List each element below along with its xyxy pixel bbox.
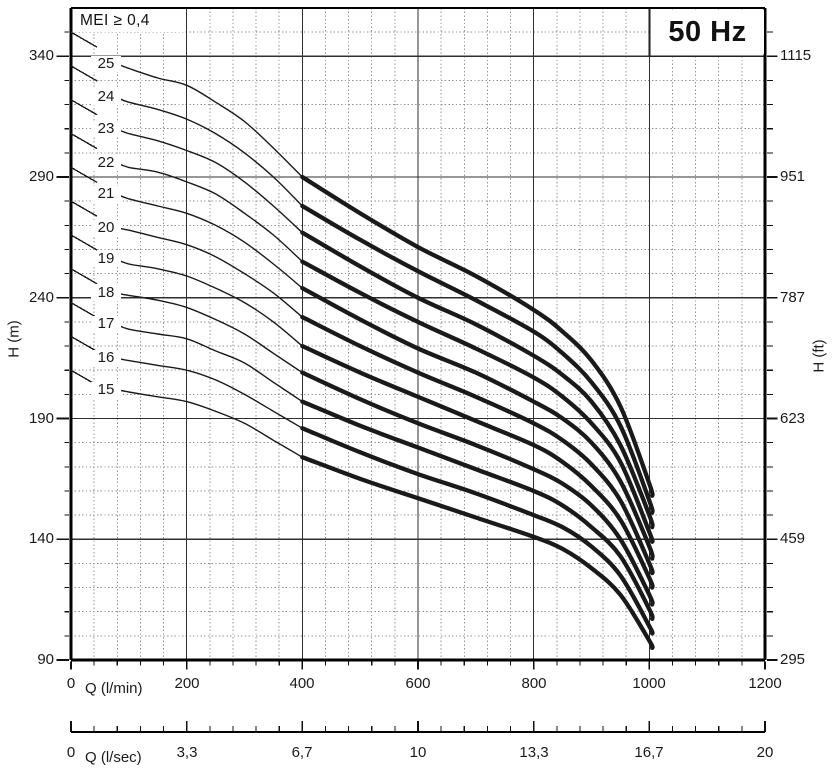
mei-badge: MEI ≥ 0,4 <box>73 9 185 31</box>
x-secondary-tick-1: 3,3 <box>176 744 198 761</box>
curve-thin-23 <box>115 128 303 234</box>
curve-label-25: 25 <box>91 56 121 72</box>
y-left-tick-340: 340 <box>28 47 54 64</box>
curve-label-17: 17 <box>91 316 121 332</box>
x-primary-tick-800: 800 <box>521 675 547 692</box>
curve-bold-22 <box>300 259 655 544</box>
y-left-tick-90: 90 <box>37 651 54 668</box>
curve-thin-16 <box>115 357 303 429</box>
curve-label-15: 15 <box>91 382 121 398</box>
y-left-tick-290: 290 <box>28 168 54 185</box>
curve-bold-17 <box>300 399 655 622</box>
x-primary-tick-0: 0 <box>66 675 76 692</box>
curve-label-23: 23 <box>91 121 121 137</box>
y-axis-left-title: H (m) <box>5 320 23 358</box>
curve-thin-24 <box>115 96 303 207</box>
curve-thin-19 <box>115 258 303 347</box>
curve-bold-23 <box>300 230 655 530</box>
curve-bold-25 <box>300 174 655 498</box>
curve-bold-16 <box>300 426 655 636</box>
y-left-tick-140: 140 <box>28 530 54 547</box>
x-secondary-tick-5: 16,7 <box>634 744 664 761</box>
x-primary-tick-600: 600 <box>405 675 431 692</box>
curve-label-16: 16 <box>91 350 121 366</box>
curve-label-18: 18 <box>91 285 121 301</box>
y-right-tick-951: 951 <box>780 168 806 185</box>
curve-bold-24 <box>300 203 655 515</box>
curve-thin-22 <box>115 161 303 263</box>
y-right-tick-787: 787 <box>780 289 806 306</box>
y-right-tick-1115: 1115 <box>780 47 812 64</box>
curve-thin-17 <box>115 323 303 403</box>
x-secondary-tick-0: 0 <box>66 744 76 761</box>
curve-bold-19 <box>300 343 655 590</box>
x-axis-secondary-title: Q (l/sec) <box>85 749 142 766</box>
curve-thin-21 <box>115 193 303 289</box>
curve-bold-21 <box>300 285 655 561</box>
y-axis-right-title: H (ft) <box>810 339 828 373</box>
y-left-tick-190: 190 <box>28 410 54 427</box>
y-left-tick-240: 240 <box>28 289 54 306</box>
y-right-tick-623: 623 <box>780 410 806 427</box>
curve-thin-20 <box>115 227 303 318</box>
x-primary-tick-1000: 1000 <box>632 675 666 692</box>
x-primary-tick-1200: 1200 <box>748 675 782 692</box>
curve-thin-25 <box>115 62 303 178</box>
x-secondary-tick-2: 6,7 <box>291 744 313 761</box>
x-secondary-tick-3: 10 <box>409 744 427 761</box>
curve-thin-18 <box>115 292 303 374</box>
frequency-badge: 50 Hz <box>651 10 764 54</box>
curve-label-24: 24 <box>91 89 121 105</box>
curve-label-22: 22 <box>91 155 121 171</box>
y-right-tick-459: 459 <box>780 530 806 547</box>
curve-bold-20 <box>300 314 655 576</box>
curve-label-21: 21 <box>91 186 121 202</box>
curve-label-20: 20 <box>91 220 121 236</box>
y-right-tick-295: 295 <box>780 651 806 668</box>
x-primary-tick-200: 200 <box>174 675 200 692</box>
curve-bold-15 <box>300 455 655 651</box>
x-secondary-tick-4: 13,3 <box>519 744 549 761</box>
x-primary-tick-400: 400 <box>289 675 315 692</box>
x-secondary-tick-6: 20 <box>756 744 774 761</box>
curve-label-19: 19 <box>91 251 121 267</box>
curve-thin-15 <box>115 388 303 458</box>
curve-bold-18 <box>300 370 655 607</box>
x-axis-primary-title: Q (l/min) <box>85 680 143 697</box>
